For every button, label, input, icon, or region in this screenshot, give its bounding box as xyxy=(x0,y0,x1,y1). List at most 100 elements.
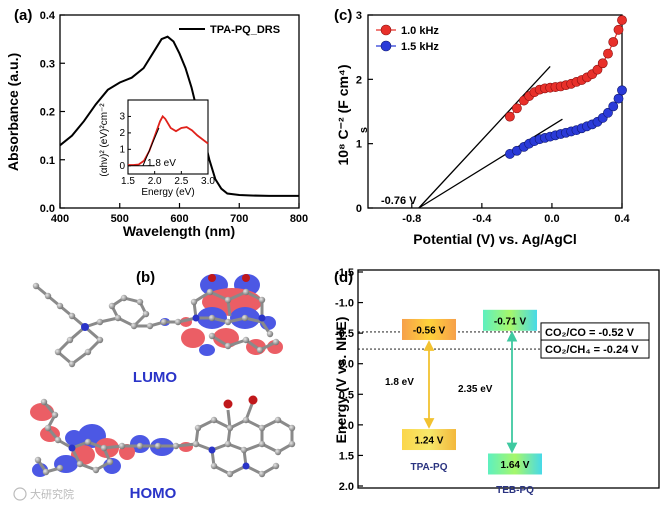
homo-label: HOMO xyxy=(130,485,177,502)
data-point-1-0-khz xyxy=(617,15,627,26)
lumo-atom-c xyxy=(142,310,150,318)
homo-atom-n xyxy=(68,444,76,452)
lumo-atom-c xyxy=(68,312,76,320)
homo-atom-c xyxy=(226,424,234,432)
homo-atom-c xyxy=(210,416,218,424)
plot-d-y-tick-label: -1.5 xyxy=(335,267,354,279)
data-point-1-0-khz xyxy=(504,111,515,122)
lumo-atom-o xyxy=(208,274,216,282)
homo-atom-c xyxy=(54,436,62,444)
plot-d-y-tick-label: -0.5 xyxy=(335,328,354,340)
lumo-atom-c xyxy=(114,314,122,322)
data-point-1-5-khz xyxy=(608,101,619,112)
plot-c-x-tick-label: -0.4 xyxy=(472,213,492,225)
homo-atom-c xyxy=(92,466,100,474)
plot-c-xlabel: Potential (V) vs. Ag/AgCl xyxy=(413,231,577,247)
inset-annotation: 1.8 eV xyxy=(147,158,176,169)
homo-atom-c xyxy=(44,424,52,432)
lumo-bond xyxy=(227,290,264,318)
homo-bond xyxy=(194,418,232,452)
teb-pq-cb-box xyxy=(483,309,537,331)
lumo-atom-c xyxy=(208,314,216,322)
lumo-atom-c xyxy=(120,294,128,302)
homo-atom-c xyxy=(226,470,234,478)
reference-label-box-1 xyxy=(540,339,650,359)
plot-c-ylabel-sub: s xyxy=(358,127,370,133)
data-point-1-5-khz xyxy=(613,93,624,104)
panel-b: (b) xyxy=(13,269,296,502)
lumo-atom-n xyxy=(258,314,266,322)
inset-y-tick-label: 3 xyxy=(119,111,125,122)
inset-ylabel: (αhν)² (eV)²cm⁻² xyxy=(99,103,110,177)
teb-pq-cb-label: -0.71 V xyxy=(494,316,527,327)
panel-a: (a) 400 500 600 700 800 0.0 0.1 0.2 0.3 0.4 TPA-… xyxy=(5,7,308,239)
data-point-1-0-khz xyxy=(511,103,522,114)
plot-d-ylabel: Energy (V vs. NHE) xyxy=(333,317,349,444)
homo-atom-c xyxy=(106,458,114,466)
plot-c-y-ticks: 0 1 2 3 xyxy=(356,10,373,215)
homo-atom-c xyxy=(84,438,92,446)
legend-c-label-1: 1.5 kHz xyxy=(401,41,439,53)
plot-c-points xyxy=(504,15,627,159)
lumo-atom-n xyxy=(192,314,200,322)
data-point-1-0-khz xyxy=(592,64,603,75)
plot-a-ylabel: Absorbance (a.u.) xyxy=(5,53,21,171)
lumo-atom-c xyxy=(190,298,198,306)
lumo-label: LUMO xyxy=(133,369,177,386)
homo-atom-c xyxy=(240,446,248,454)
inset-x-tick-label: 2.0 xyxy=(148,176,162,187)
lumo-atom-c xyxy=(272,338,280,346)
data-point-1-0-khz xyxy=(603,48,613,59)
homo-atom-c xyxy=(258,424,266,432)
lumo-atom-c xyxy=(68,360,76,368)
teb-pq-vb-label: 1.64 V xyxy=(501,460,530,471)
homo-bond xyxy=(261,418,294,454)
panel-d-label: (d) xyxy=(334,269,353,286)
homo-lobe xyxy=(30,403,54,421)
homo-atom-c xyxy=(100,444,108,452)
lumo-atom-c xyxy=(96,336,104,344)
homo-atom-c xyxy=(40,398,48,406)
lumo-atom-c xyxy=(160,318,168,326)
lumo-atom-c xyxy=(108,302,116,310)
homo-atom-o xyxy=(223,399,233,409)
plot-c-fit-lines xyxy=(418,66,563,209)
lumo-atom-c xyxy=(208,332,216,340)
plot-c-y-tick-label: 1 xyxy=(356,139,362,151)
plot-d-y-tick-label: 2.0 xyxy=(339,481,354,493)
panel-a-label: (a) xyxy=(14,7,32,24)
plot-d-y-tick-label: 0.5 xyxy=(339,389,354,401)
inset-y-tick-label: 0 xyxy=(119,161,125,172)
homo-atom-c xyxy=(118,442,126,450)
panel-c-label: (c) xyxy=(334,7,352,24)
homo-atom-c xyxy=(210,462,218,470)
plot-a-xlabel: Wavelength (nm) xyxy=(123,223,235,239)
legend-c-label-0: 1.0 kHz xyxy=(401,25,439,37)
lumo-atom-c xyxy=(258,296,266,304)
plot-a-y-tick-label: 0.2 xyxy=(40,107,55,119)
plot-a-x-tick-label: 700 xyxy=(230,213,248,225)
lumo-atom-o xyxy=(242,274,250,282)
plot-c-ylabel: 10⁸ C⁻² (F cm⁴) xyxy=(335,64,351,165)
data-point-1-0-khz xyxy=(608,37,619,47)
plot-c-x-tick-label: 0.0 xyxy=(544,213,559,225)
tpa-pq-vb-label: 1.24 V xyxy=(415,436,444,447)
homo-atom-c xyxy=(274,416,282,424)
lumo-atom-c xyxy=(266,330,274,338)
plot-d-y-tick-label: 1.5 xyxy=(339,450,354,462)
homo-atom-c xyxy=(288,440,296,448)
lumo-atom-c xyxy=(241,314,249,322)
homo-atom-c xyxy=(224,440,232,448)
legend-c-swatch-1 xyxy=(380,40,392,52)
plot-c-y-tick-label: 0 xyxy=(356,203,362,215)
lumo-atom-c xyxy=(84,348,92,356)
lumo-molecule: LUMO xyxy=(32,274,283,386)
lumo-atom-c xyxy=(242,336,250,344)
lumo-atom-c xyxy=(174,318,182,326)
homo-atom-c xyxy=(76,460,84,468)
data-point-1-0-khz xyxy=(597,58,608,69)
data-point-1-5-khz xyxy=(603,107,613,118)
tpa-pq-cb-label: -0.56 V xyxy=(413,325,446,336)
teb-pq-name: TEB-PQ xyxy=(496,485,534,496)
lumo-atom-c xyxy=(146,322,154,330)
